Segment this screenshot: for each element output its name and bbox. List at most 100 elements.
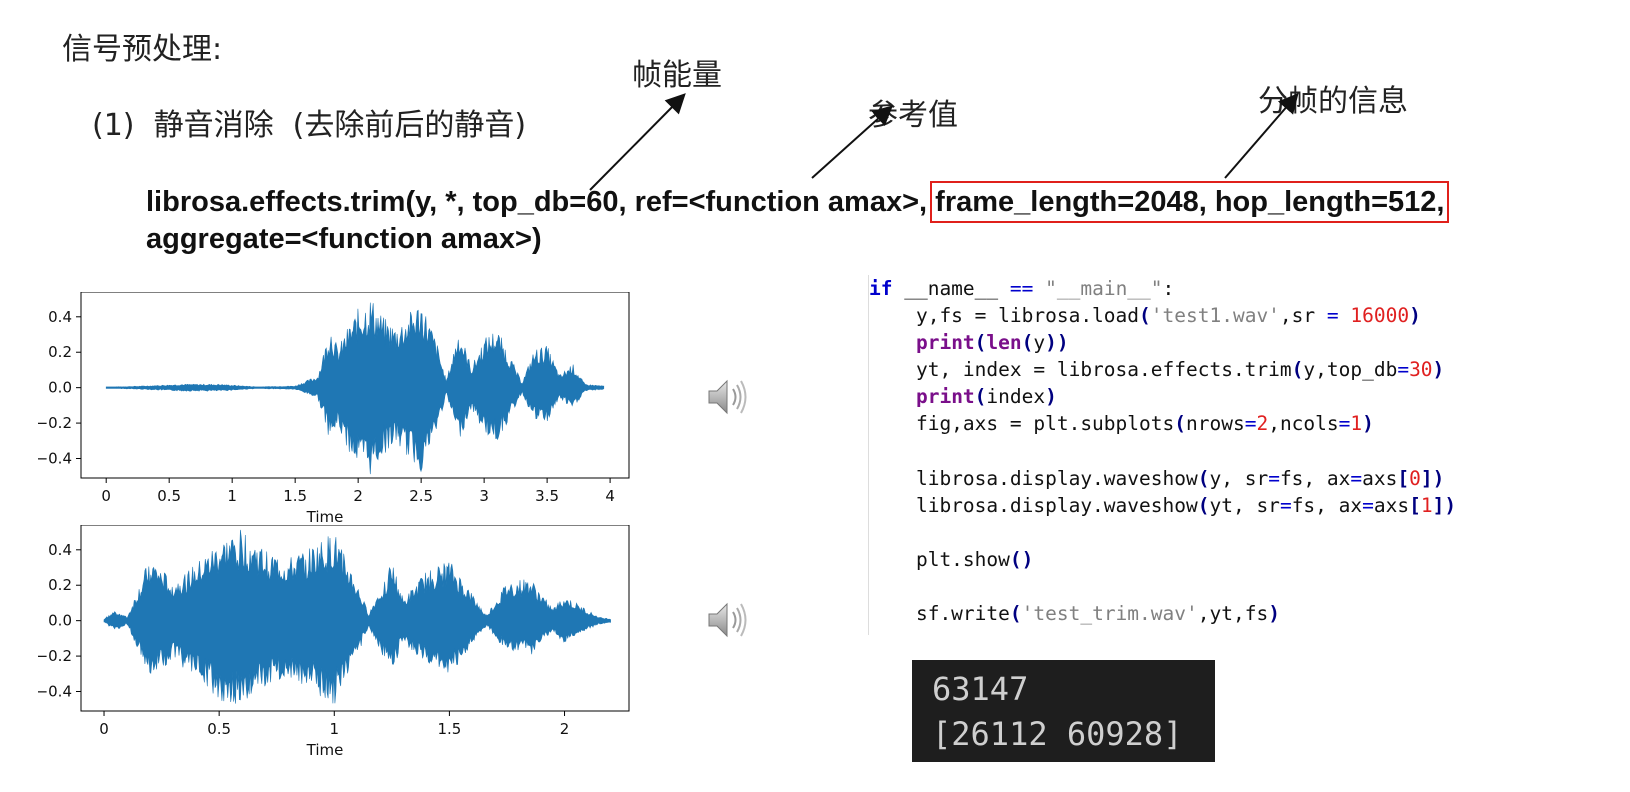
- x-axis-label: Time: [306, 508, 344, 526]
- code-token: [1033, 277, 1045, 300]
- x-tick-label: 1: [227, 487, 237, 505]
- x-tick-label: 0.5: [157, 487, 181, 505]
- code-token: (: [1139, 304, 1151, 328]
- code-token: librosa.display.waveshow: [869, 466, 1198, 490]
- signature-highlight-box: frame_length=2048, hop_length=512,: [930, 181, 1450, 223]
- x-tick-label: 1: [330, 720, 340, 738]
- code-token: print: [915, 331, 975, 355]
- speaker-icon[interactable]: [705, 374, 751, 420]
- code-line: print(index): [869, 383, 1609, 410]
- signature-part1: librosa.effects.trim(y, *, top_db=60, re…: [146, 186, 936, 218]
- x-tick-label: 3.5: [535, 487, 559, 505]
- x-tick-label: 0: [101, 487, 111, 505]
- x-tick-label: 0: [99, 720, 109, 738]
- arrow-frame-energy: [589, 93, 686, 191]
- code-token: (: [1197, 493, 1210, 517]
- code-token: 0: [1409, 466, 1421, 490]
- waveform-area: [105, 302, 605, 475]
- code-token: axs: [1362, 466, 1398, 490]
- section-subtitle: (1) 静音消除 (去除前后的静音): [92, 108, 527, 143]
- x-tick-label: 1.5: [437, 720, 461, 738]
- code-token: )): [1045, 331, 1069, 355]
- code-token: =: [1279, 493, 1292, 517]
- code-token: [: [1397, 466, 1410, 490]
- code-token: y, sr: [1209, 466, 1269, 490]
- x-axis-label: Time: [306, 741, 344, 759]
- code-token: =: [1397, 358, 1410, 382]
- code-token: y: [1033, 331, 1046, 355]
- code-token: ): [1268, 602, 1280, 626]
- slide-title: 信号预处理:: [62, 32, 223, 67]
- code-token: librosa.display.waveshow: [869, 493, 1198, 517]
- code-token: ): [1045, 385, 1057, 409]
- code-line: if __name__ == "__main__":: [869, 275, 1609, 302]
- function-signature-line1: librosa.effects.trim(y, *, top_db=60, re…: [146, 181, 1450, 223]
- code-token: 1: [1350, 412, 1363, 436]
- code-line: sf.write('test_trim.wav',yt,fs): [869, 600, 1609, 627]
- y-tick-label: 0.2: [48, 576, 72, 594]
- code-token: "__main__": [1045, 277, 1163, 300]
- code-line: librosa.display.waveshow(y, sr=fs, ax=ax…: [869, 465, 1609, 492]
- terminal-line-index: [26112 60928]: [932, 715, 1183, 753]
- code-token: =: [1350, 466, 1363, 490]
- code-token: fig,axs = plt.subplots: [869, 412, 1175, 436]
- code-token: 1: [1420, 493, 1433, 517]
- code-token: [869, 331, 916, 354]
- terminal-output: 63147 [26112 60928]: [912, 660, 1215, 762]
- code-token: 'test1.wav': [1150, 304, 1280, 328]
- x-tick-label: 2.5: [409, 487, 433, 505]
- plot-frame: [80, 292, 630, 479]
- code-token: ): [1409, 304, 1421, 328]
- arrow-reference: [811, 105, 893, 179]
- code-token: sf.write: [869, 602, 1010, 626]
- y-tick-label: 0.4: [48, 308, 72, 326]
- code-token: [869, 385, 916, 408]
- code-line: [869, 438, 1609, 465]
- waveform-plot-trimmed: 0 0.5 1 1.5 2 0.4 0.2 0.0 −0.2 −0.4 Time: [38, 525, 630, 759]
- waveform-area: [103, 529, 611, 704]
- code-token: ,sr: [1279, 304, 1327, 328]
- y-tick-label: −0.2: [38, 647, 72, 665]
- code-token: ,yt,fs: [1197, 602, 1269, 626]
- y-tick-label: 0.0: [48, 379, 72, 397]
- code-token: 30: [1409, 358, 1433, 382]
- code-token: print: [915, 385, 975, 409]
- code-token: if: [869, 277, 893, 300]
- code-token: =: [1326, 304, 1339, 328]
- code-line: librosa.display.waveshow(yt, sr=fs, ax=a…: [869, 492, 1609, 519]
- code-token: (: [974, 385, 987, 409]
- code-token: ,ncols: [1268, 412, 1339, 436]
- code-token: __name__: [892, 277, 1010, 300]
- x-tick-label: 2: [560, 720, 570, 738]
- waveform-plot-original: 0 0.5 1 1.5 2 2.5 3 3.5 4 0.4 0.2 0.0 −0.2 −0.4 Time: [38, 292, 630, 526]
- speaker-icon[interactable]: [705, 597, 751, 643]
- code-line: print(len(y)): [869, 329, 1609, 356]
- annotation-frame-energy: 帧能量: [632, 58, 722, 93]
- code-token: (: [1291, 358, 1304, 382]
- function-signature-line2: aggregate=<function amax>): [146, 223, 542, 255]
- code-token: axs: [1373, 493, 1410, 517]
- x-tick-label: 3: [479, 487, 489, 505]
- code-token: y,top_db: [1303, 358, 1398, 382]
- code-token: (: [1197, 466, 1210, 490]
- x-tick-label: 2: [353, 487, 363, 505]
- code-line: fig,axs = plt.subplots(nrows=2,ncols=1): [869, 410, 1609, 437]
- code-line: y,fs = librosa.load('test1.wav',sr = 160…: [869, 302, 1609, 329]
- code-token: (: [974, 331, 987, 355]
- terminal-line-count: 63147: [932, 670, 1029, 708]
- code-token: :: [1162, 277, 1175, 300]
- x-tick-label: 4: [605, 487, 615, 505]
- code-token: yt, index = librosa.effects.trim: [869, 358, 1292, 382]
- y-tick-label: 0.2: [48, 343, 72, 361]
- code-token: ): [1362, 412, 1374, 436]
- code-token: index: [986, 385, 1046, 409]
- code-token: yt, sr: [1209, 493, 1280, 517]
- code-token: 'test_trim.wav': [1021, 602, 1198, 626]
- code-line: [869, 573, 1609, 600]
- code-token: (: [1009, 602, 1022, 626]
- y-tick-label: 0.4: [48, 541, 72, 559]
- code-token: fs, ax: [1279, 466, 1351, 490]
- code-token: =: [1362, 493, 1374, 517]
- y-tick-label: 0.0: [48, 612, 72, 630]
- code-token: len: [986, 331, 1022, 355]
